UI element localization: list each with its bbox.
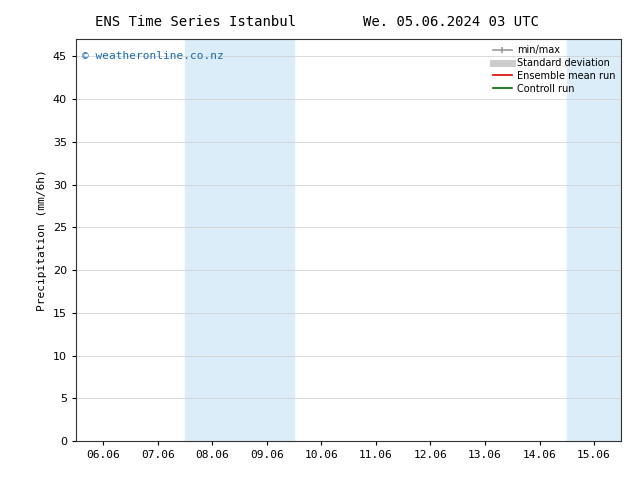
Bar <box>567 39 621 441</box>
Legend: min/max, Standard deviation, Ensemble mean run, Controll run: min/max, Standard deviation, Ensemble me… <box>489 41 619 98</box>
Y-axis label: Precipitation (mm/6h): Precipitation (mm/6h) <box>37 169 48 311</box>
Bar <box>185 39 294 441</box>
Text: © weatheronline.co.nz: © weatheronline.co.nz <box>82 51 223 61</box>
Text: ENS Time Series Istanbul        We. 05.06.2024 03 UTC: ENS Time Series Istanbul We. 05.06.2024 … <box>95 15 539 29</box>
